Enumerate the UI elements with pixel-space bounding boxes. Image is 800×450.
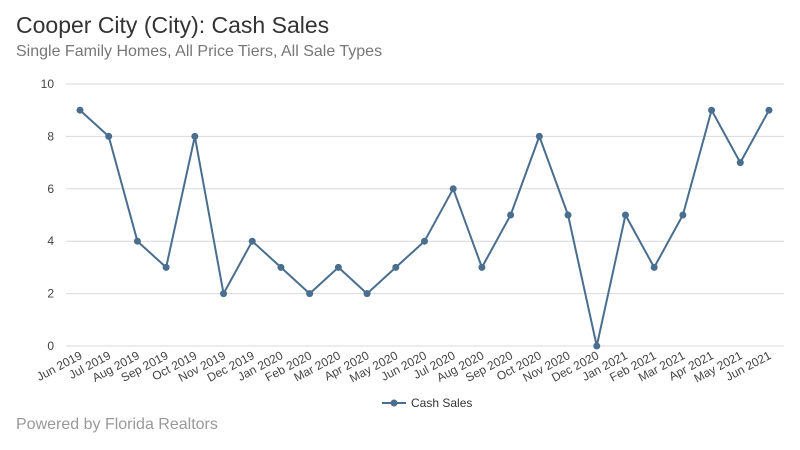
legend-marker [390,399,398,407]
data-point[interactable] [76,106,84,114]
data-point[interactable] [421,237,428,245]
data-point[interactable] [650,263,658,271]
y-tick-label: 4 [47,234,54,248]
y-tick-label: 8 [47,129,54,143]
data-point[interactable] [535,132,543,140]
series-group [76,106,773,350]
legend: Cash Sales [382,396,472,410]
data-point[interactable] [449,185,457,193]
data-point[interactable] [105,132,113,140]
data-point[interactable] [334,263,342,271]
data-point[interactable] [564,211,572,219]
data-point[interactable] [363,290,371,298]
data-point[interactable] [765,106,773,114]
data-point[interactable] [478,263,486,271]
data-point[interactable] [621,211,629,219]
data-point[interactable] [392,263,400,271]
legend-label[interactable]: Cash Sales [411,396,472,410]
data-point[interactable] [507,211,515,219]
data-point[interactable] [708,106,716,114]
y-tick-label: 0 [47,339,54,353]
data-point[interactable] [133,237,141,245]
chart-title: Cooper City (City): Cash Sales [16,12,330,38]
series-line [79,109,770,347]
y-tick-label: 10 [41,77,55,91]
data-point[interactable] [220,290,228,298]
data-point[interactable] [162,263,170,271]
y-tick-label: 2 [47,287,54,301]
chart-subtitle: Single Family Homes, All Price Tiers, Al… [16,43,383,60]
grid-lines [66,83,784,347]
data-point[interactable] [306,290,314,298]
data-point[interactable] [191,132,199,140]
data-point[interactable] [736,159,744,167]
data-point[interactable] [248,237,256,245]
data-point[interactable] [679,211,687,219]
footer-credit: Powered by Florida Realtors [16,416,218,433]
data-point[interactable] [593,342,601,350]
y-axis-ticks: 0 2 4 6 8 10 [41,77,55,353]
y-tick-label: 6 [47,182,54,196]
data-point[interactable] [277,263,285,271]
